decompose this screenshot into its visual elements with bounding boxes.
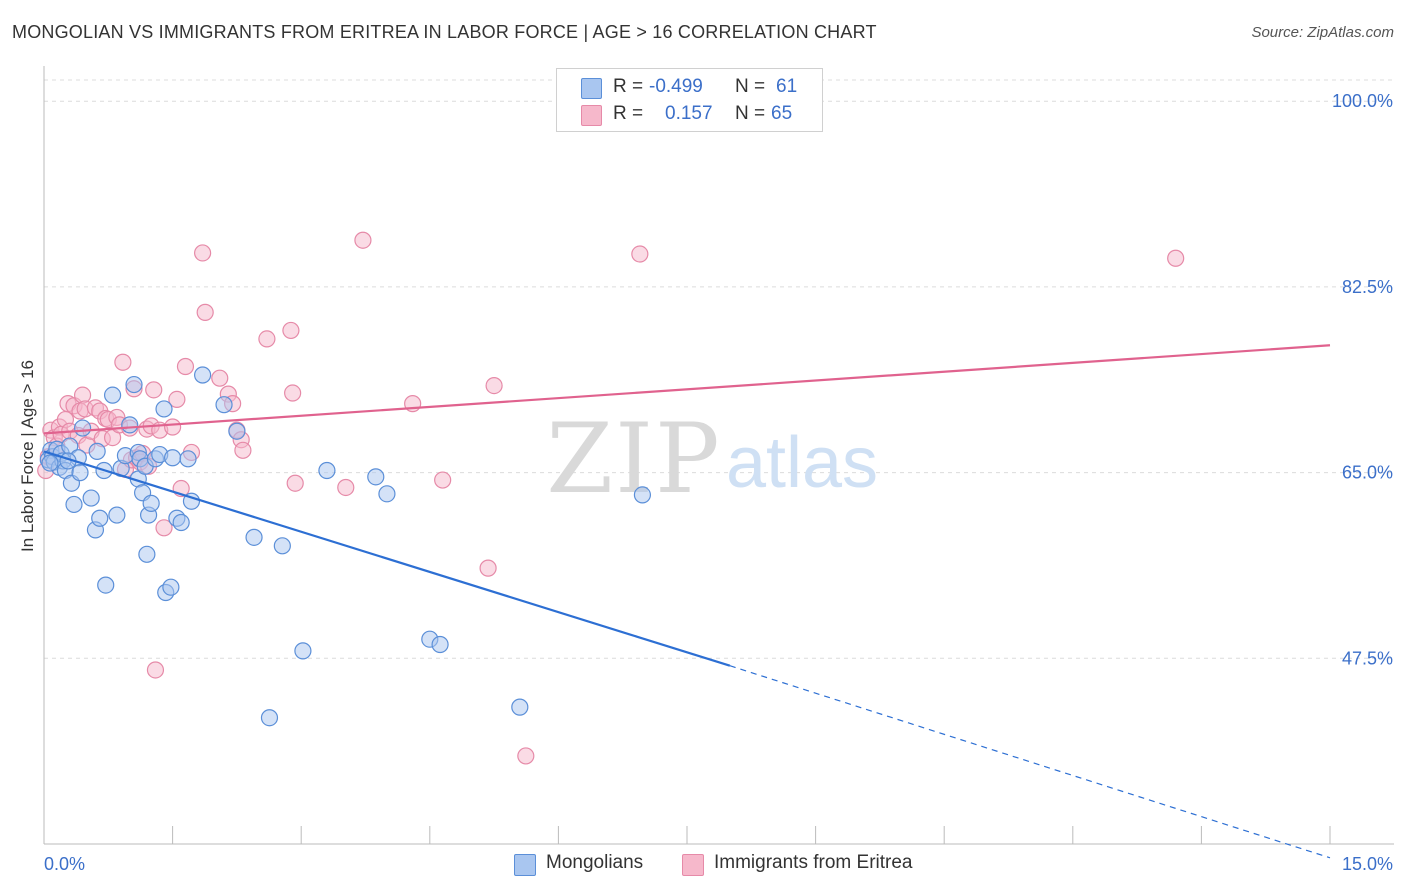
data-point [125,375,143,394]
data-point [479,559,497,577]
bottom-legend-swatch-pink [682,854,704,876]
data-point [234,441,252,459]
grid-lines [44,79,1394,659]
data-point [82,489,100,507]
source-label: Source: ZipAtlas.com [1251,24,1394,41]
legend-n-value: 65 [771,103,793,124]
correlation-legend: R = -0.499 N = 61 R = 0.157 N = 65 [556,68,823,132]
data-point [1167,249,1185,267]
legend-n-label: N = [735,76,766,97]
data-point [337,478,355,497]
bottom-legend-swatch-blue [514,854,536,876]
data-point [121,416,139,434]
legend-n-value: 61 [776,76,798,97]
data-point [228,422,246,440]
y-tick-label: 82.5% [1342,277,1393,297]
chart-title: MONGOLIAN VS IMMIGRANTS FROM ERITREA IN … [12,22,877,42]
data-point [294,642,312,660]
data-point [517,747,535,765]
data-point [194,244,212,262]
trendline-eritrea [43,344,1331,435]
legend-r-value: 0.157 [665,103,713,124]
data-point [97,576,115,594]
data-point [367,468,385,486]
data-point [138,545,156,563]
data-point [168,390,186,408]
bottom-legend-label: Immigrants from Eritrea [714,852,913,873]
data-point [176,357,195,376]
data-point [65,495,83,514]
data-point [145,381,163,399]
legend-r-label: R = [613,76,644,97]
data-point [103,386,122,404]
data-point [431,635,449,654]
x-tick-label: 15.0% [1342,854,1393,874]
legend-r-label: R = [613,103,644,124]
y-tick-label: 100.0% [1332,91,1393,111]
data-point [511,698,529,716]
legend-n-label: N = [735,103,766,124]
watermark-atlas: atlas [726,423,878,503]
series-mongolians-points [39,366,652,727]
tick-labels: 100.0% 82.5% 65.0% 47.5% 0.0% 15.0% [44,91,1393,874]
data-point [434,471,452,489]
data-point [73,419,92,437]
data-point [88,442,106,460]
data-point [485,377,503,395]
data-point [41,454,59,472]
legend-swatch-blue [581,78,602,99]
data-point [108,506,126,524]
data-point [260,709,279,727]
data-point [284,384,302,402]
watermark-zip: ZIP [546,403,721,515]
legend-swatch-pink [581,105,602,126]
legend-r-value: -0.499 [649,76,703,97]
data-point [196,303,214,321]
data-point [155,400,173,418]
y-tick-label: 47.5% [1342,648,1393,668]
data-point [215,396,233,414]
data-point [286,474,304,492]
data-point [164,449,182,467]
data-point [631,245,649,263]
data-point [378,485,396,503]
data-point [164,418,182,436]
data-point [71,464,89,482]
data-point [318,461,336,480]
data-point [245,528,263,546]
data-point [155,519,173,537]
data-point [142,494,160,512]
data-point [354,231,372,249]
trend-lines [43,344,1331,859]
data-point [172,513,190,532]
data-point [114,353,132,371]
data-point [211,369,229,387]
data-point [258,330,276,348]
data-point [162,578,180,596]
data-point [194,366,212,384]
data-point [179,450,197,468]
data-point [146,661,165,679]
bottom-legend-label: Mongolians [546,852,644,873]
data-point [273,537,291,555]
y-tick-label: 65.0% [1342,463,1393,483]
trendline-mongolians [43,450,731,667]
data-point [282,321,300,340]
axes [43,66,1394,845]
x-tick-label: 0.0% [44,854,85,874]
trendline-mongolians-extension [729,665,1331,859]
data-point [91,509,109,527]
data-point [633,486,652,504]
